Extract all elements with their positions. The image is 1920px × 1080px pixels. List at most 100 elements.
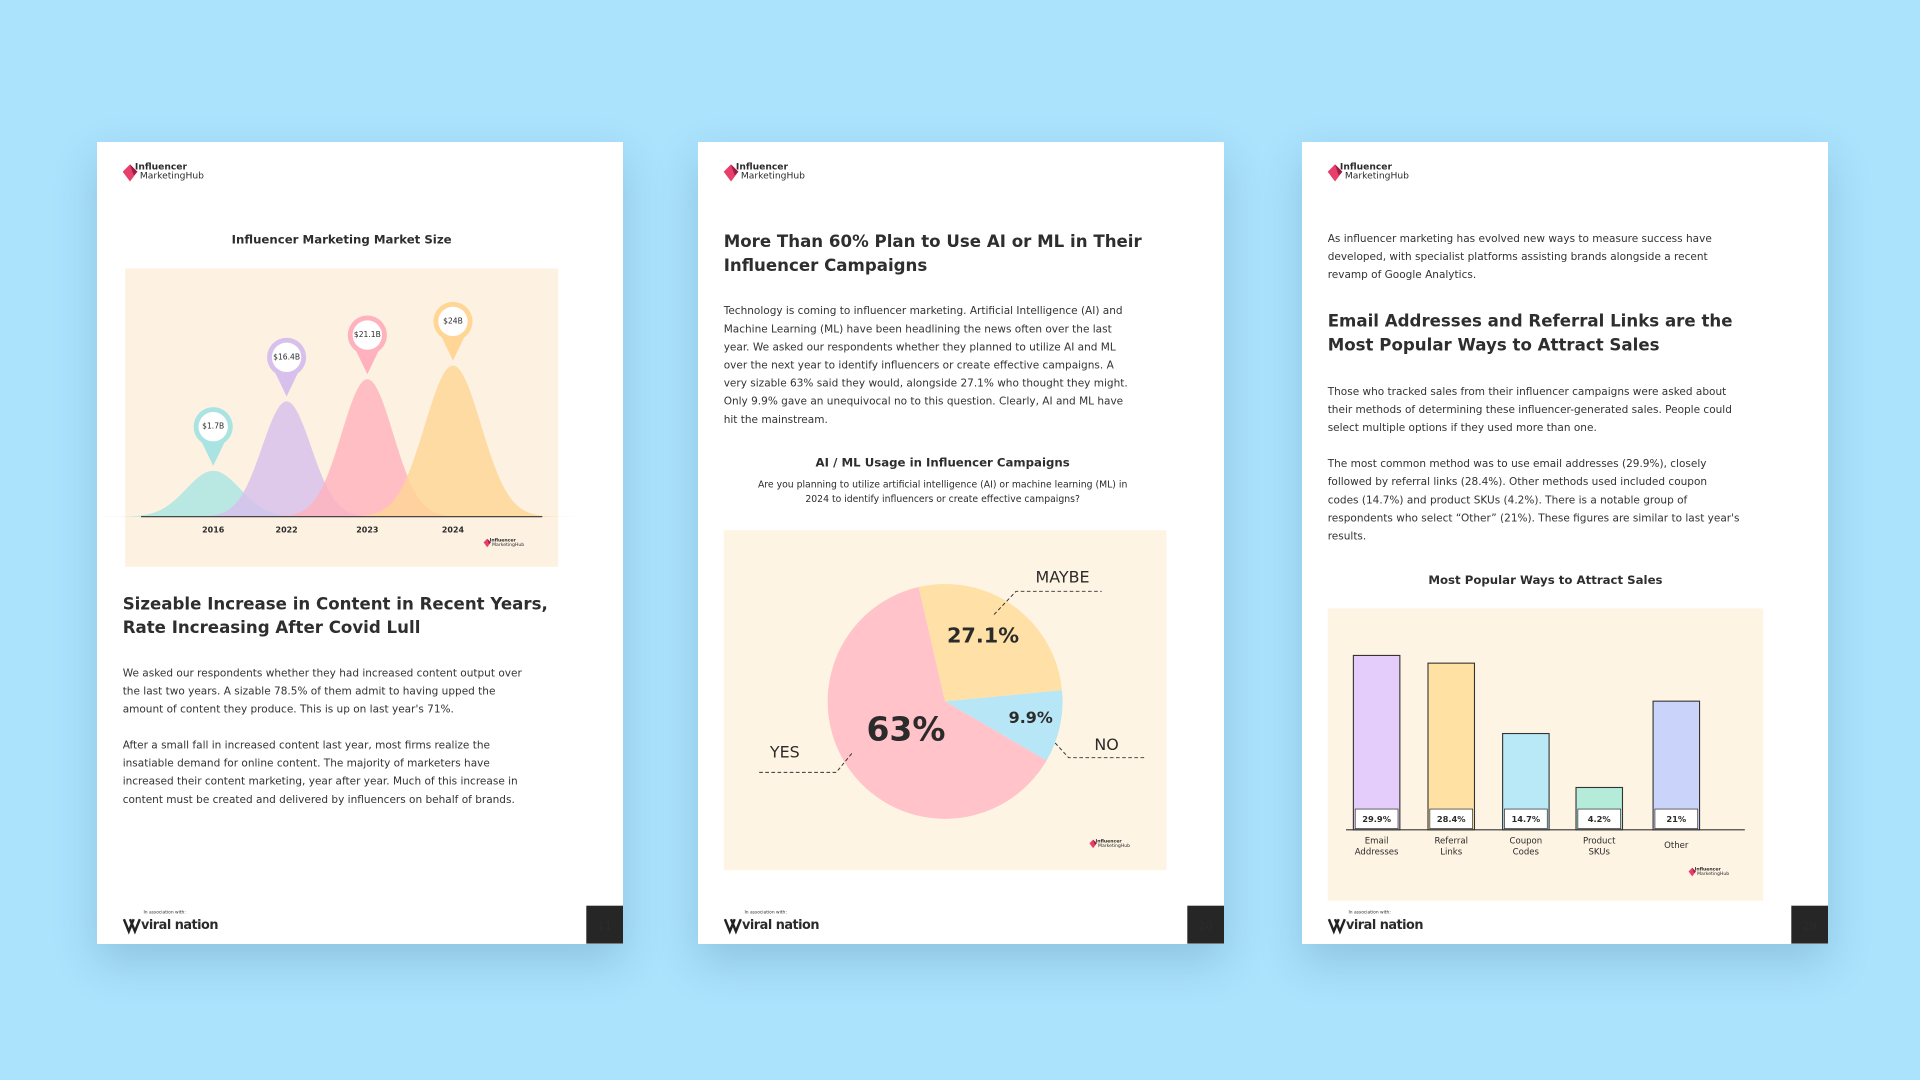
page-number: 11: [597, 919, 612, 933]
page-number-box: [1791, 905, 1828, 944]
paragraph-line: content must be created and delivered by…: [123, 794, 515, 806]
bar: [1652, 700, 1701, 831]
page: Influencer MarketingHub Email Addresses an…: [1302, 142, 1828, 944]
pie-slice: [918, 583, 1063, 702]
x-tick-label: Links: [1440, 847, 1463, 857]
chart-panel: [125, 268, 559, 567]
logo-line-2: MarketingHub: [492, 542, 524, 548]
x-tick-label: Addresses: [1355, 847, 1399, 857]
heading: Influencer Campaigns: [724, 256, 928, 275]
value-label-box: [1429, 808, 1474, 829]
heading: Email Addresses and Referral Links are t…: [1328, 312, 1733, 331]
value-label: 9.9%: [1009, 708, 1053, 727]
x-tick-label: Codes: [1513, 847, 1540, 857]
heading: Most Popular Ways to Attract Sales: [1328, 336, 1660, 355]
category-label: NO: [1094, 735, 1118, 754]
category-label: MAYBE: [1036, 567, 1090, 586]
x-tick-label: 2023: [356, 526, 378, 535]
logo-line-2: MarketingHub: [1697, 871, 1729, 877]
value-label: $1.7B: [202, 422, 224, 431]
leader-line: [993, 590, 1102, 615]
paragraph-line: We asked our respondents whether they ha…: [123, 667, 523, 679]
chart-subtitle: Are you planning to utilize artificial i…: [758, 479, 1127, 490]
paragraph-line: increased their content marketing, year …: [123, 776, 518, 788]
page-number-box: [586, 905, 623, 944]
logo-mark-accent: [1692, 867, 1696, 874]
page: Influencer MarketingHub More Than 60% Plan…: [698, 142, 1224, 944]
partner-name: viral nation: [141, 918, 218, 933]
logo-line-1: Influencer: [1695, 866, 1722, 872]
logo-mark-accent: [1335, 164, 1343, 176]
pie-slice: [827, 586, 1047, 819]
paragraph-line: developed, with specialist platforms ass…: [1328, 251, 1708, 263]
paragraph-line: The most common method was to use email …: [1327, 458, 1707, 470]
value-label: 29.9%: [1362, 814, 1391, 824]
partner-mark: [122, 918, 141, 935]
page-number: 20: [1198, 919, 1213, 933]
paragraph-line: After a small fall in increased content …: [123, 739, 490, 751]
logo-line-2: MarketingHub: [741, 171, 805, 182]
x-tick-label: 2016: [202, 526, 225, 535]
x-tick-label: Other: [1664, 841, 1689, 851]
value-label: $21.1B: [354, 330, 381, 339]
value-label-box: [1354, 808, 1399, 829]
paragraph-line: insatiable demand for online content. Th…: [123, 758, 490, 770]
page-number-box: [1187, 905, 1224, 944]
x-tick-label: 2024: [442, 526, 465, 535]
paragraph-line: Only 9.9% gave an unequivocal no to this…: [724, 396, 1123, 408]
partner-note: In association with:: [1348, 909, 1390, 915]
logo-line-1: Influencer: [135, 161, 188, 172]
partner-name: viral nation: [1346, 918, 1423, 933]
logo-line-2: MarketingHub: [1098, 843, 1130, 849]
paragraph-line: amount of content they produce. This is …: [123, 703, 454, 715]
chart-title: AI / ML Usage in Influencer Campaigns: [816, 455, 1070, 469]
x-tick-label: Email: [1365, 836, 1389, 846]
leader-line: [759, 751, 854, 773]
paragraph-line: year. We asked our respondents whether t…: [724, 341, 1116, 353]
paragraph-line: very sizable 63% said they would, alongs…: [724, 378, 1128, 390]
bell-area: [330, 365, 576, 517]
value-label: 28.4%: [1437, 814, 1466, 824]
paragraph-line: revamp of Google Analytics.: [1328, 269, 1477, 281]
paragraph-line: their methods of determining these influ…: [1328, 404, 1732, 416]
paragraph-line: Machine Learning (ML) have been headlini…: [724, 323, 1112, 335]
category-label: YES: [769, 742, 800, 761]
paragraph-line: results.: [1328, 531, 1367, 543]
paragraph-line: hit the mainstream.: [724, 414, 828, 426]
paragraph-line: select multiple options if they used mor…: [1328, 422, 1597, 434]
value-label: 27.1%: [947, 624, 1019, 648]
page: Influencer MarketingHub Sizeable Increase …: [97, 142, 623, 944]
logo-line-1: Influencer: [1096, 838, 1123, 844]
x-tick-label: Product: [1583, 836, 1616, 846]
bell-area: [164, 401, 409, 517]
logo-line-1: Influencer: [736, 161, 789, 172]
x-tick-label: Referral: [1434, 836, 1468, 846]
pin-face: [198, 412, 228, 442]
value-label-box: [1504, 808, 1548, 829]
value-label: 4.2%: [1588, 814, 1612, 824]
pin-face: [271, 342, 302, 372]
leader-line: [1054, 742, 1145, 759]
pie-slice: [945, 690, 1063, 761]
bell-area: [97, 470, 336, 517]
heading: More Than 60% Plan to Use AI or ML in Th…: [724, 232, 1143, 251]
paragraph-line: the last two years. A sizable 78.5% of t…: [123, 685, 496, 697]
value-label-box: [1654, 808, 1699, 829]
partner-note: In association with:: [744, 909, 786, 915]
partner-mark: [723, 918, 742, 935]
heading: Rate Increasing After Covid Lull: [123, 618, 421, 637]
paragraph-line: codes (14.7%) and product SKUs (4.2%). T…: [1328, 494, 1688, 506]
value-label: 63%: [866, 709, 945, 748]
value-label: $24B: [443, 316, 463, 325]
pin-face: [438, 306, 468, 337]
